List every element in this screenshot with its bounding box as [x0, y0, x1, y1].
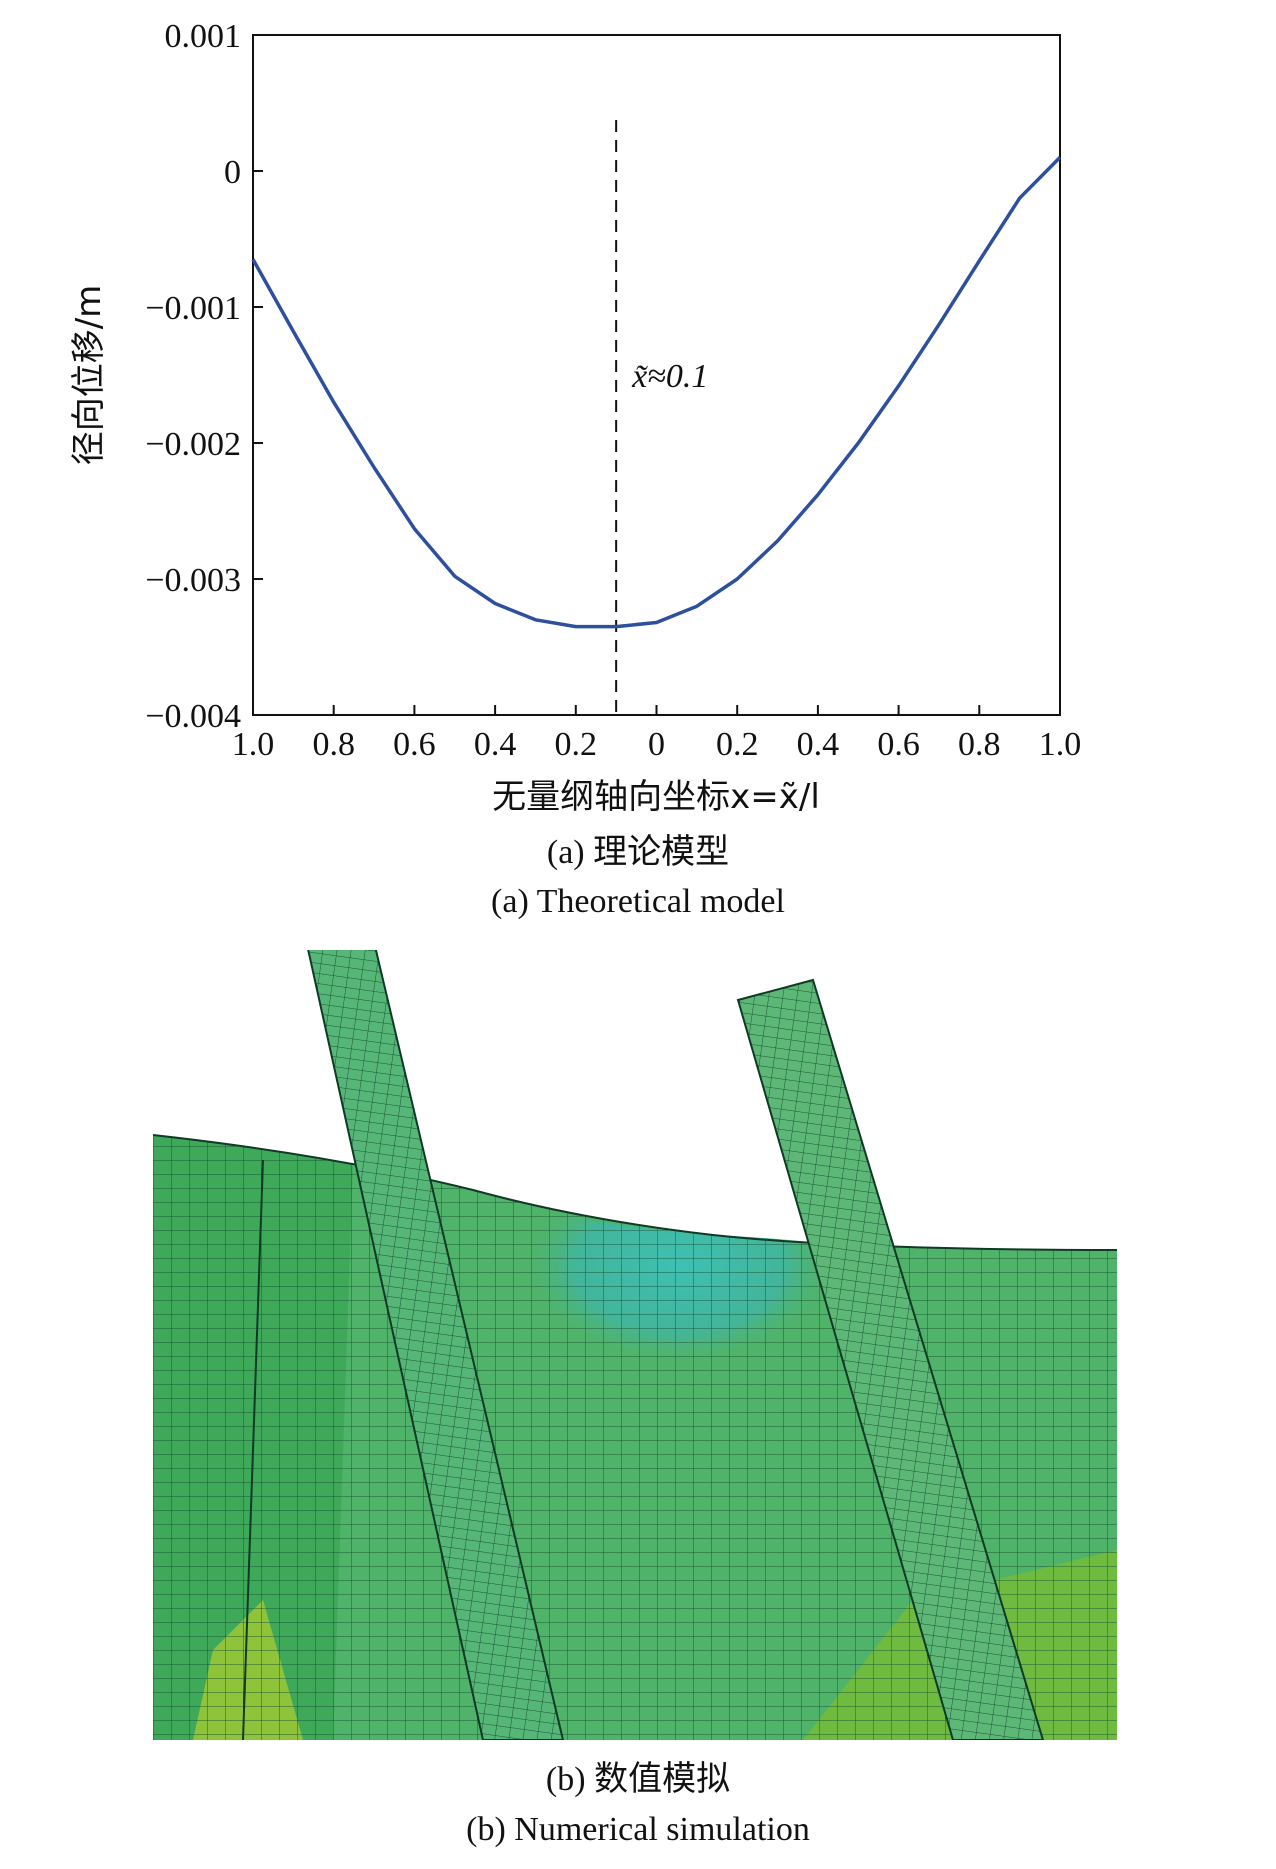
x-tick-label: 1.0 — [232, 726, 275, 763]
x-tick-label: 0.4 — [474, 726, 517, 763]
y-tick-label: −0.001 — [145, 290, 241, 327]
right-blade — [736, 978, 1045, 1740]
x-tick-label: 0 — [648, 726, 665, 763]
x-tick-label: 0.2 — [716, 726, 759, 763]
x-tick-label: 0.6 — [877, 726, 920, 763]
shell-rim — [153, 1134, 1117, 1251]
x-tick-label: 0.2 — [555, 726, 598, 763]
caption-b-english: (b) Numerical simulation — [466, 1811, 810, 1848]
left-blade — [307, 950, 565, 1740]
numerical-simulation-mesh — [153, 950, 1117, 1740]
y-tick-label: −0.004 — [145, 698, 241, 735]
series-line — [251, 156, 1062, 629]
y-tick-label: −0.003 — [145, 562, 241, 599]
x-axis-title: 无量纲轴向坐标x=x̃/l — [492, 777, 820, 817]
x-tick-label: 0.8 — [958, 726, 1001, 763]
annotation-x-approx: x̃≈0.1 — [631, 358, 708, 395]
y-tick-label: 0.001 — [165, 18, 242, 55]
caption-b-chinese: (b) 数值模拟 — [545, 1761, 731, 1798]
caption-a-english: (a) Theoretical model — [491, 883, 785, 920]
y-tick-label: 0 — [224, 154, 241, 191]
displacement-chart: 1.0 0.8 0.6 0.4 0.2 0 0.2 0.4 0.6 0.8 1.0 0.001 0 −0… — [69, 18, 1082, 817]
x-tick-label: 0.4 — [797, 726, 840, 763]
x-tick-label: 0.8 — [312, 726, 355, 763]
x-axis-ticks: 1.0 0.8 0.6 0.4 0.2 0 0.2 0.4 0.6 0.8 1.0 — [232, 705, 1082, 763]
shell-edge-line — [242, 1159, 264, 1740]
x-tick-label: 1.0 — [1039, 726, 1082, 763]
caption-a-chinese: (a) 理论模型 — [546, 834, 730, 871]
y-axis-title: 径向位移/m — [69, 285, 109, 466]
y-axis-ticks: 0.001 0 −0.001 −0.002 −0.003 −0.004 — [145, 18, 263, 735]
y-tick-label: −0.002 — [145, 426, 241, 463]
x-tick-label: 0.6 — [393, 726, 436, 763]
